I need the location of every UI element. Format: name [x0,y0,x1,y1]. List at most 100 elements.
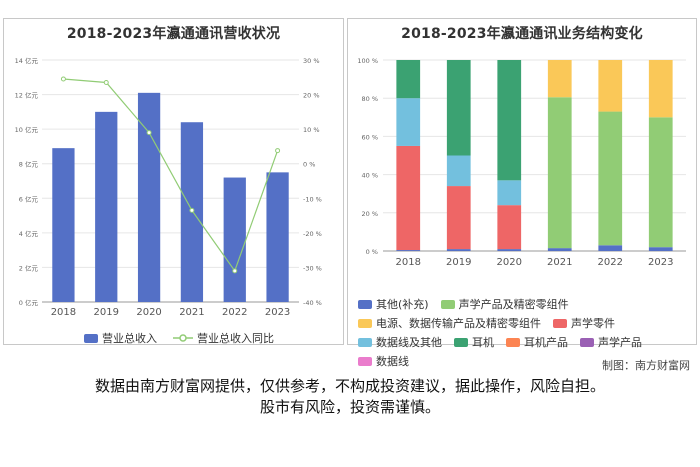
y-tick-label-left: 8 亿元 [19,160,39,169]
y-tick-label: 0 % [366,248,378,256]
legend-item[interactable]: 声学产品及精密零组件 [440,296,569,312]
legend-item[interactable]: 耳机 [454,334,494,350]
stack-segment-2020 [497,180,522,206]
y-tick-label-right: -40 % [303,299,322,307]
legend-label: 耳机 [472,336,494,349]
yoy-point-2019 [103,79,109,85]
legend-label: 电源、数据传输产品及精密零组件 [376,317,541,330]
legend-swatch [358,299,372,309]
x-tick-label: 2018 [396,257,421,268]
business-structure-legend: 其他(补充) 声学产品及精密零组件电源、数据传输产品及精密零组件 声学零件数据线及其… [358,296,693,369]
legend-label: 声学零件 [571,317,615,330]
disclaimer: 数据由南方财富网提供，仅供参考，不构成投资建议，据此操作，风险自担。 股市有风险… [0,376,700,418]
legend-swatch [580,337,594,347]
legend-swatch-revenue [84,333,98,343]
stack-segment-2019 [446,249,471,251]
legend-line-icon [173,334,193,342]
business-structure-chart: 0 % 20 % 40 % 60 % 80 % 100 % 2018 2019 2020 2021… [357,57,686,268]
legend-item-revenue-yoy[interactable]: 营业总收入同比 [173,330,274,346]
yoy-point-2023 [275,148,281,154]
bar-2022 [223,177,246,302]
business-structure-chart-title: 2018-2023年瀛通通讯业务结构变化 [401,26,643,42]
stack-segment-2023 [648,117,673,248]
stack-segment-2019 [446,60,471,156]
y-tick-label-left: 14 亿元 [15,56,39,65]
legend-label: 声学产品 [598,336,642,349]
legend-swatch [506,337,520,347]
stack-segment-2021 [547,97,572,249]
legend-swatch [454,337,468,347]
legend-item[interactable]: 声学零件 [553,315,615,331]
legend-swatch [440,299,455,309]
y-tick-label-right: -30 % [303,264,322,272]
x-tick-label: 2018 [51,307,76,318]
stack-segment-2020 [497,205,522,250]
legend-label-revenue-yoy: 营业总收入同比 [197,332,274,345]
stack-segment-2019 [446,155,471,187]
y-tick-label-right: 0 % [303,161,315,169]
revenue-chart-legend: 营业总收入 营业总收入同比 [84,330,274,346]
x-tick-label: 2020 [136,307,161,318]
legend-item[interactable]: 数据线 [358,353,409,369]
y-tick-label-left: 6 亿元 [19,194,39,203]
legend-swatch [358,356,372,366]
y-tick-label: 100 % [357,57,378,65]
legend-item-revenue[interactable]: 营业总收入 [84,330,157,346]
x-tick-label: 2023 [265,307,290,318]
x-tick-label: 2022 [598,257,623,268]
legend-label: 声学产品及精密零组件 [458,298,569,311]
stack-segment-2023 [648,60,673,118]
stack-segment-2020 [497,249,522,251]
stack-segment-2018 [396,98,421,146]
y-tick-label: 80 % [361,95,378,103]
bar-2018 [52,148,75,302]
bar-2023 [266,172,289,302]
legend-label: 耳机产品 [524,336,568,349]
x-tick-label: 2021 [547,257,572,268]
y-tick-label-left: 0 亿元 [19,298,39,307]
legend-swatch [358,337,372,347]
y-tick-label-right: -20 % [303,230,322,238]
disclaimer-line-2: 股市有风险，投资需谨慎。 [259,398,440,416]
stack-segment-2023 [648,247,673,251]
yoy-point-2021 [189,207,195,213]
revenue-chart-panel: 2018-2023年瀛通通讯营收状况 0 亿元 2 亿元 4 亿元 6 亿元 8 亿元 1… [3,18,344,345]
x-tick-label: 2023 [648,257,673,268]
legend-label: 数据线 [376,355,409,368]
y-tick-label: 20 % [361,210,378,218]
yoy-point-2020 [146,130,152,136]
y-tick-label-right: 30 % [303,57,320,65]
y-tick-label-left: 12 亿元 [15,91,39,100]
y-tick-label-right: -10 % [303,195,322,203]
y-tick-label: 40 % [361,172,378,180]
stack-segment-2022 [598,60,623,112]
stack-segment-2020 [497,60,522,181]
chart-source: 制图：南方财富网 [602,359,690,372]
legend-swatch [358,318,372,328]
legend-item[interactable]: 数据线及其他 [358,334,442,350]
stack-segment-2021 [547,248,572,251]
y-tick-label-left: 2 亿元 [19,263,39,272]
legend-label-revenue: 营业总收入 [102,332,157,345]
y-tick-label: 60 % [361,133,378,141]
y-tick-label-left: 10 亿元 [15,125,39,134]
legend-item[interactable]: 耳机产品 [506,334,568,350]
x-tick-label: 2021 [179,307,204,318]
revenue-chart-title: 2018-2023年瀛通通讯营收状况 [66,26,281,42]
bar-2019 [95,111,118,302]
yoy-line [63,78,279,273]
stack-segment-2019 [446,186,471,250]
legend-item[interactable]: 声学产品 [580,334,642,350]
legend-label: 数据线及其他 [376,336,442,349]
stack-segment-2022 [598,245,623,251]
x-tick-label: 2022 [222,307,247,318]
legend-item[interactable]: 其他(补充) [358,296,429,312]
legend-item[interactable]: 电源、数据传输产品及精密零组件 [358,315,541,331]
stack-segment-2021 [547,60,572,98]
legend-label: 其他(补充) [376,298,429,311]
stack-segment-2018 [396,250,421,251]
y-tick-label-right: 10 % [303,126,320,134]
disclaimer-line-1: 数据由南方财富网提供，仅供参考，不构成投资建议，据此操作，风险自担。 [94,377,605,395]
stack-segment-2018 [396,60,421,99]
stack-segment-2022 [598,111,623,246]
